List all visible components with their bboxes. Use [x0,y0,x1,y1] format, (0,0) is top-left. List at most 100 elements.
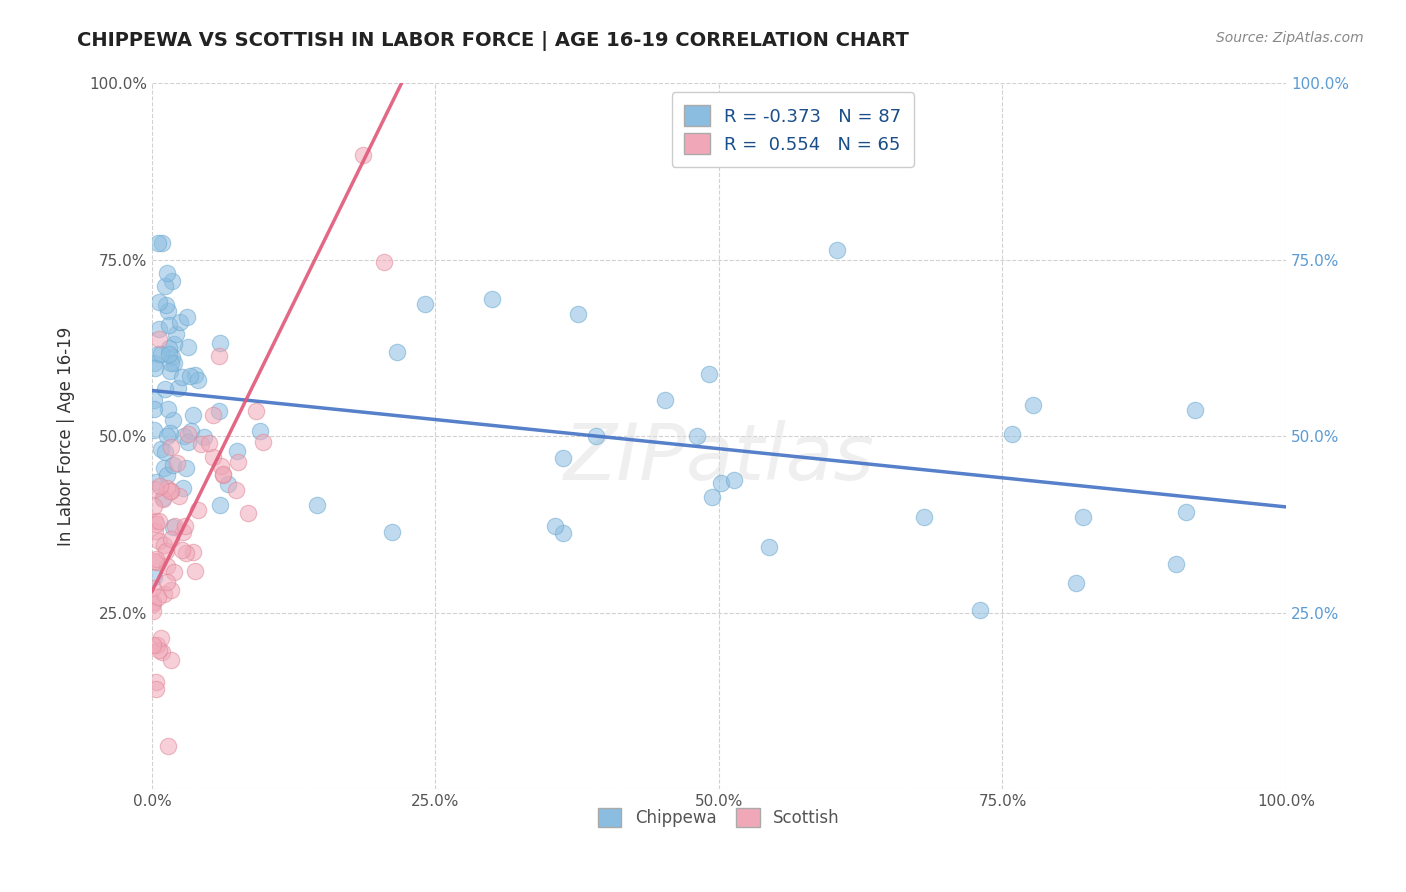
Point [163,336,186,351]
Point [150,631,173,645]
Point [181,545,204,559]
Point [143,423,166,437]
Point [157,341,180,355]
Point [163,356,186,370]
Point [177,427,200,442]
Point [183,408,205,422]
Point [187,372,209,386]
Point [177,340,200,354]
Point [159,532,181,546]
Point [148,347,170,361]
Point [172,369,194,384]
Point [142,597,165,611]
Point [177,434,200,449]
Point [162,520,184,534]
Point [245,404,267,418]
Point [249,424,271,438]
Point [700,490,723,504]
Point [654,392,676,407]
Point [152,538,174,552]
Point [165,327,187,342]
Point [163,566,186,580]
Point [225,483,247,497]
Point [1175,505,1198,519]
Point [699,367,721,381]
Point [160,583,183,598]
Point [202,450,225,464]
Point [179,368,201,383]
Point [201,409,224,423]
Point [381,525,404,540]
Point [173,518,195,533]
Point [146,638,169,652]
Point [162,458,184,473]
Point [145,515,167,529]
Point [373,255,395,269]
Point [1166,557,1188,571]
Point [165,518,187,533]
Point [145,555,167,569]
Point [169,314,191,328]
Point [172,481,194,495]
Point [198,436,221,450]
Point [150,235,173,250]
Point [146,235,169,250]
Point [174,461,197,475]
Point [156,401,179,416]
Point [153,445,176,459]
Point [208,404,231,418]
Point [148,322,170,336]
Point [159,483,181,498]
Point [173,429,195,443]
Point [190,437,212,451]
Point [142,595,165,609]
Point [544,518,567,533]
Point [148,479,170,493]
Point [153,587,176,601]
Point [148,514,170,528]
Point [148,332,170,346]
Point [143,401,166,416]
Text: CHIPPEWA VS SCOTTISH IN LABOR FORCE | AGE 16-19 CORRELATION CHART: CHIPPEWA VS SCOTTISH IN LABOR FORCE | AG… [77,31,910,51]
Point [172,543,194,558]
Point [145,675,167,690]
Point [153,382,176,396]
Legend: Chippewa, Scottish: Chippewa, Scottish [592,801,846,834]
Point [148,534,170,549]
Point [157,347,180,361]
Point [148,642,170,657]
Point [212,467,235,482]
Point [148,294,170,309]
Point [187,502,209,516]
Point [143,356,166,370]
Point [152,492,174,507]
Point [723,473,745,487]
Point [567,307,589,321]
Point [172,524,194,539]
Point [156,481,179,495]
Point [162,412,184,426]
Point [156,266,179,280]
Point [159,364,181,378]
Point [149,442,172,456]
Point [710,475,733,490]
Point [143,483,166,497]
Point [167,381,190,395]
Point [153,279,176,293]
Point [686,429,709,443]
Point [155,298,177,312]
Point [142,638,165,652]
Point [1001,427,1024,442]
Point [166,456,188,470]
Point [167,489,190,503]
Point [145,551,167,566]
Point [825,243,848,257]
Point [209,498,232,512]
Point [180,424,202,438]
Point [156,574,179,589]
Point [226,444,249,458]
Point [143,360,166,375]
Point [145,524,167,539]
Point [160,440,183,454]
Point [969,602,991,616]
